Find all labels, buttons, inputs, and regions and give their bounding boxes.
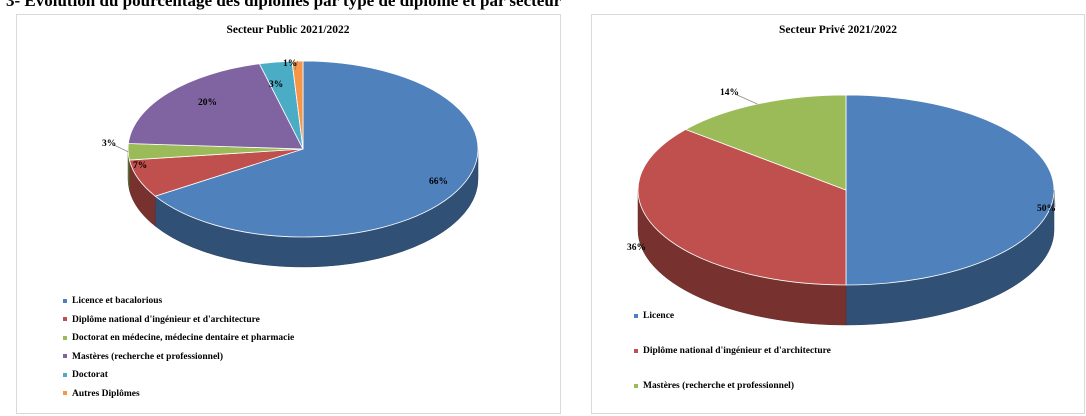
legend-swatch [63, 298, 67, 303]
leader-line [294, 60, 298, 71]
legend-label: Licence et bacalorious [72, 296, 163, 306]
legend-item: Diplôme national d'ingénieur et d'archit… [63, 315, 260, 325]
legend-swatch [634, 383, 638, 388]
legend-label: Doctorat [72, 370, 108, 380]
legend-item: Licence [634, 311, 674, 321]
chart-panel-public: Secteur Public 2021/2022 66% 7% 3% 20% 3% 1% … [16, 14, 561, 414]
legend-label: Diplôme national d'ingénieur et d'archit… [72, 314, 260, 325]
data-label: 66% [429, 177, 448, 187]
legend-swatch [63, 317, 67, 322]
legend-item: Autres Diplômes [63, 389, 140, 399]
page-heading: 3- Évolution du pourcentage des diplômes… [6, 0, 562, 10]
pie-chart-private: Secteur Privé 2021/2022 50% 36% 14% [627, 24, 1056, 326]
pie-chart-public: Secteur Public 2021/2022 66% 7% 3% 20% 3% 1% [102, 24, 479, 268]
legend-label: Licence [643, 311, 675, 321]
leader-line [734, 93, 758, 105]
legend-item: Doctorat [63, 370, 108, 380]
legend-item: Licence et bacalorious [63, 296, 162, 306]
legend-swatch [63, 372, 67, 377]
leader-line [1053, 189, 1056, 208]
leader-line [113, 144, 129, 153]
chart-panel-private: Secteur Privé 2021/2022 50% 36% 14% Licenc… [591, 14, 1085, 414]
legend-item: Doctorat en médecine, médecine dentaire … [63, 333, 294, 343]
legend-swatch [63, 335, 67, 340]
legend-swatch [63, 391, 67, 396]
data-label: 14% [720, 88, 739, 98]
legend-label: Mastères (recherche et professionnel) [72, 351, 223, 362]
data-label: 3% [102, 139, 116, 149]
legend-label: Doctorat en médecine, médecine dentaire … [72, 333, 295, 343]
data-label: 36% [627, 243, 646, 253]
pie-slice-autres-diplomes [291, 60, 304, 150]
data-label: 50% [1037, 204, 1056, 214]
data-label: 3% [269, 80, 283, 90]
legend-item: Mastères (recherche et professionnel) [634, 381, 794, 391]
pie-slice-diplome-national-d-ingenieur-et-d-architecture [637, 129, 847, 286]
legend-item: Mastères (recherche et professionnel) [63, 352, 223, 362]
data-label: 7% [133, 161, 147, 171]
chart-title: Secteur Privé 2021/2022 [779, 24, 897, 36]
legend-label: Diplôme national d'ingénieur et d'archit… [643, 346, 831, 356]
legend-swatch [63, 354, 67, 359]
data-label: 1% [283, 59, 297, 69]
data-label: 20% [198, 98, 217, 108]
legend-item: Diplôme national d'ingénieur et d'archit… [634, 346, 831, 356]
legend-label: Autres Diplômes [72, 388, 140, 399]
pie-slice-licence [845, 94, 1055, 286]
legend-swatch [634, 313, 638, 318]
pie-slice-masteres-recherche-et-professionnel [127, 63, 304, 150]
legend-label: Mastères (recherche et professionnel) [643, 381, 794, 391]
chart-title: Secteur Public 2021/2022 [226, 24, 349, 36]
legend-swatch [634, 348, 638, 353]
pie-slice-licence-et-bacalorious [154, 60, 479, 238]
